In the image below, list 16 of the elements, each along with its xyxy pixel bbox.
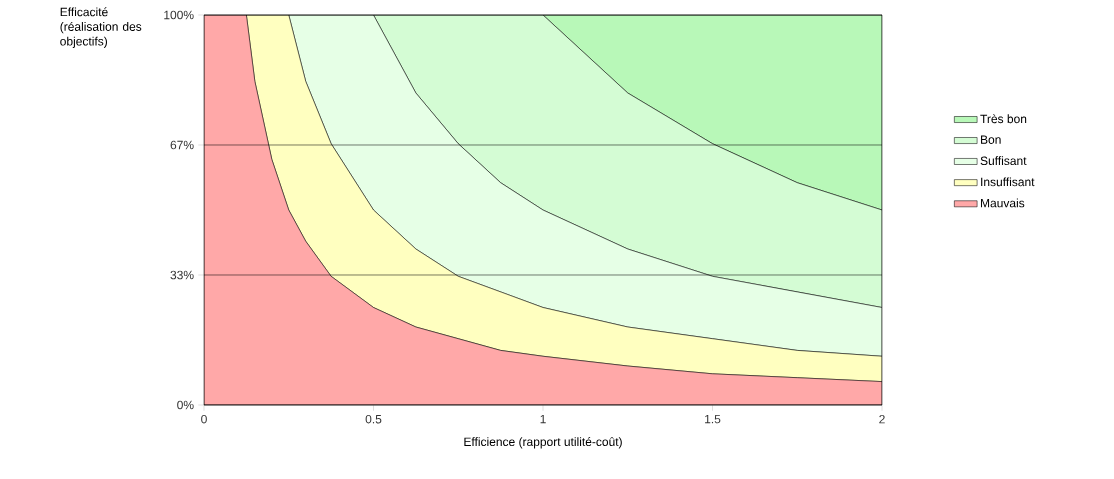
legend-label: Insuffisant — [981, 177, 1035, 187]
x-tick-label: 0.5 — [365, 414, 382, 424]
x-tick-label: 0 — [201, 414, 207, 424]
x-axis-title: Efficience (rapport utilité-coût) — [464, 437, 622, 449]
legend-label: Bon — [981, 135, 1001, 144]
y-axis-title: Efficacité (réalisation des objectifs) — [60, 7, 142, 48]
y-tick-label: 33% — [170, 270, 194, 280]
y-tick-label: 100% — [164, 10, 194, 20]
x-tick-label: 2 — [879, 414, 885, 424]
y-tick-label: 67% — [170, 140, 194, 150]
legend-label: Très bon — [980, 114, 1027, 124]
x-tick-label: 1.5 — [705, 414, 721, 424]
legend-label: Suffisant — [980, 156, 1027, 166]
legend-label: Mauvais — [981, 198, 1025, 208]
x-tick-label: 1 — [540, 414, 546, 424]
y-tick-label: 0% — [177, 400, 194, 410]
